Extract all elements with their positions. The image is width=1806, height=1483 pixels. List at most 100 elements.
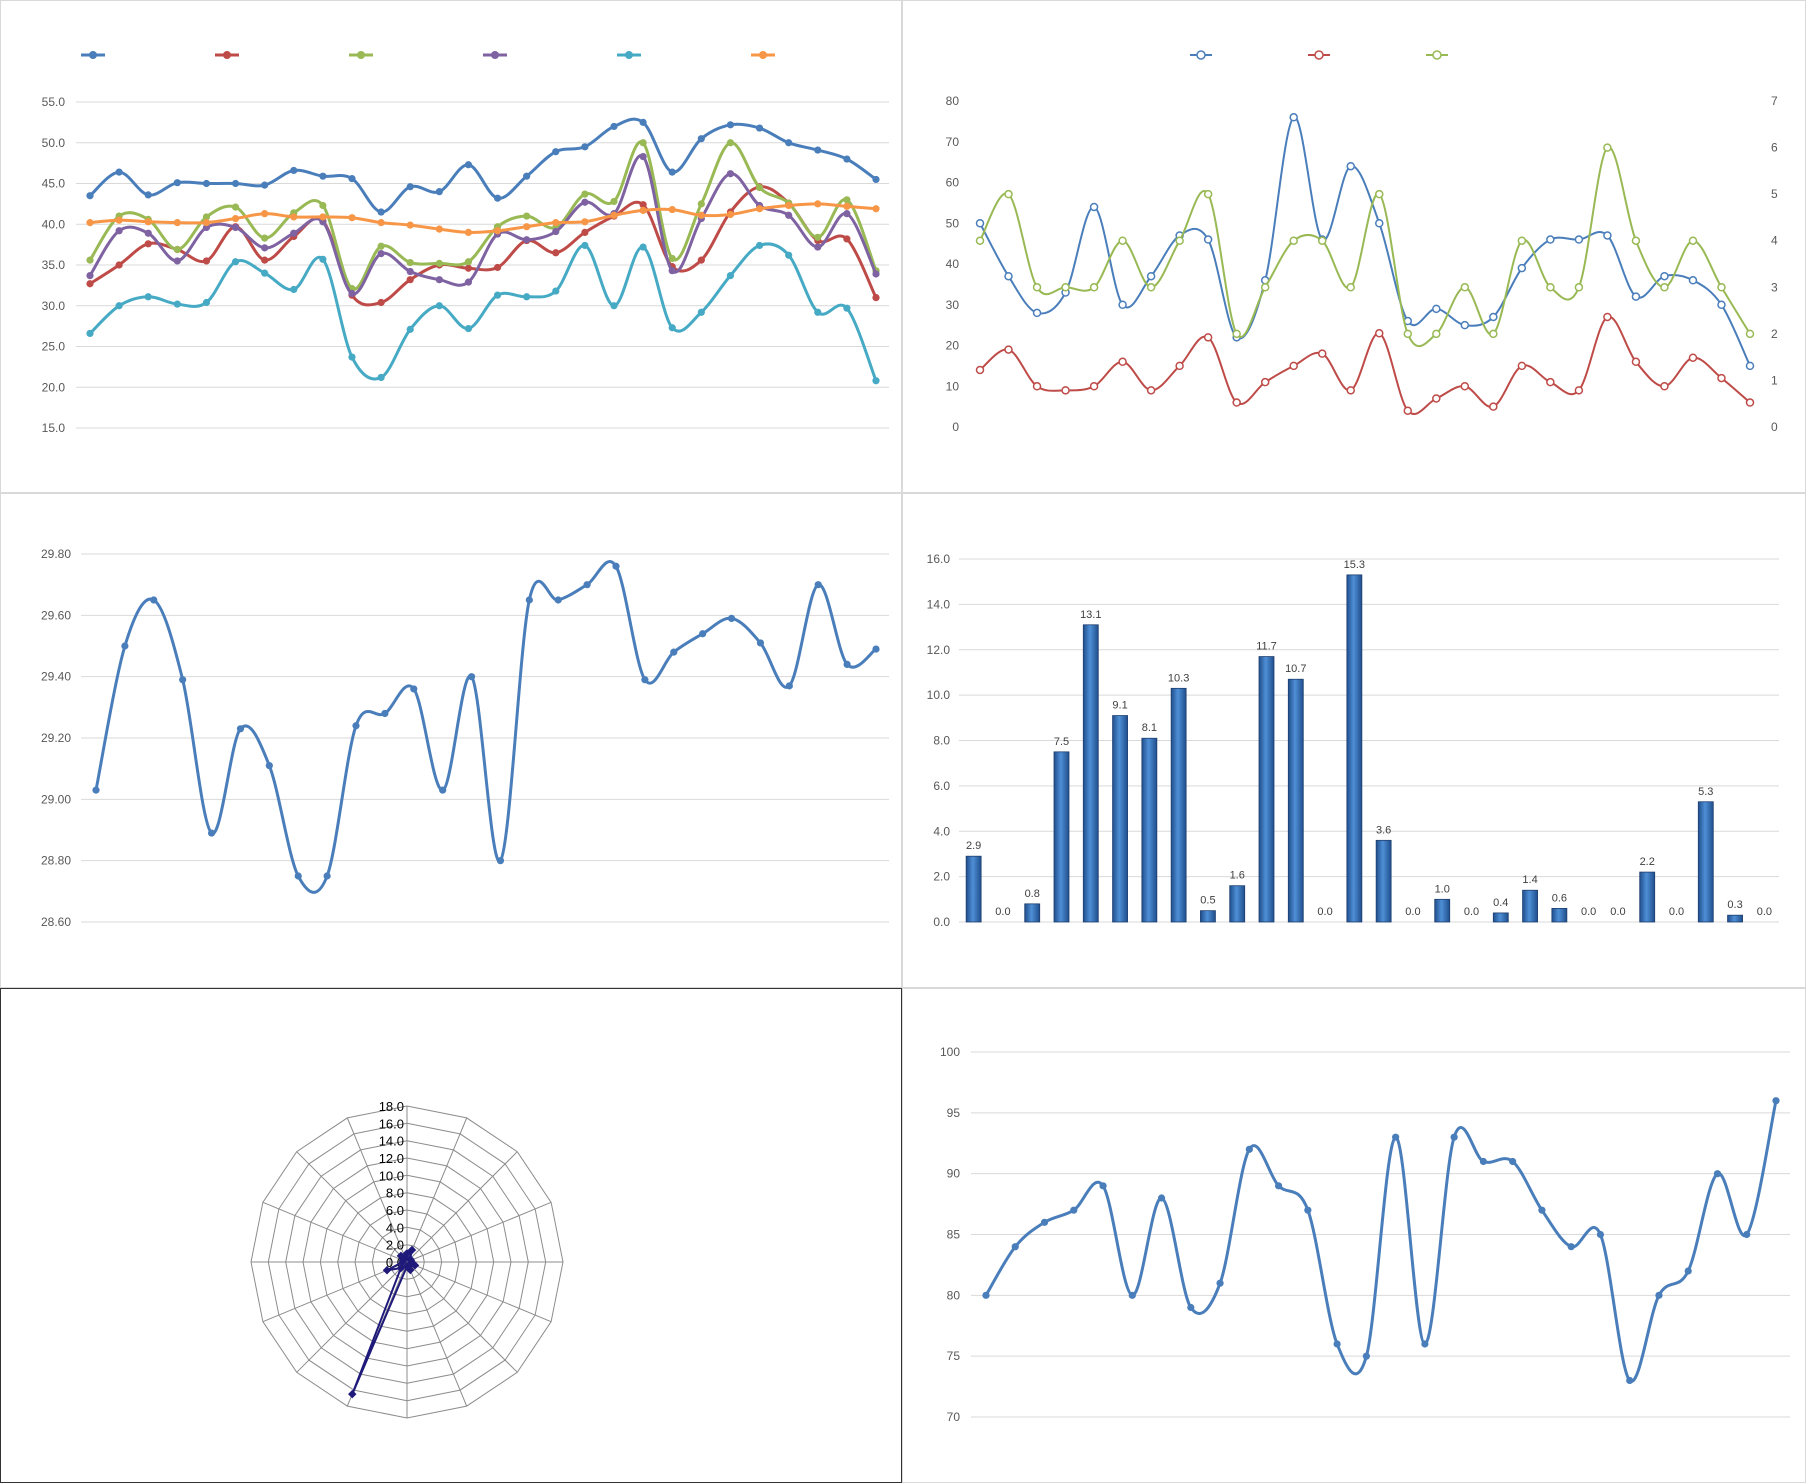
bar: [965, 855, 982, 923]
data-point: [464, 264, 473, 272]
data-label: 8.1: [1142, 722, 1157, 734]
data-point: [290, 166, 298, 175]
data-point: [670, 648, 678, 656]
data-point: [439, 786, 447, 794]
y-tick-label: 0: [952, 420, 959, 434]
data-point: [639, 118, 647, 126]
data-point: [872, 175, 880, 184]
y-tick-label: 10.0: [927, 688, 951, 702]
data-point: [86, 219, 94, 227]
data-point: [464, 258, 473, 266]
bar: [1639, 871, 1656, 923]
data-point: [1346, 161, 1355, 171]
data-point: [610, 197, 618, 206]
data-point: [115, 168, 123, 176]
data-point: [668, 267, 676, 275]
y-tick-label: 80: [946, 94, 960, 108]
data-point: [1203, 189, 1213, 199]
data-point: [179, 676, 187, 684]
bar: [1258, 656, 1275, 923]
data-point: [231, 179, 240, 188]
bar: [1727, 914, 1743, 923]
data-point: [1061, 283, 1070, 292]
data-point: [1684, 1267, 1692, 1275]
data-point: [1004, 271, 1013, 281]
data-point: [1460, 320, 1470, 330]
data-point: [581, 190, 589, 198]
data-point: [435, 259, 443, 267]
legend-marker: [1432, 50, 1442, 60]
bar: [1200, 910, 1216, 923]
bar: [1112, 715, 1128, 923]
data-point: [464, 161, 473, 169]
data-point: [406, 258, 414, 267]
data-point: [552, 219, 560, 227]
bar: [1697, 801, 1714, 923]
radar-spoke: [346, 1117, 408, 1263]
y-tick-label: 85: [947, 1228, 961, 1242]
y2-tick-label: 1: [1771, 373, 1778, 387]
data-point: [435, 276, 443, 284]
data-point: [726, 271, 735, 280]
data-label: 0.0: [1464, 906, 1479, 918]
y2-tick-label: 2: [1771, 327, 1778, 341]
data-point: [377, 298, 385, 307]
bar: [1229, 885, 1246, 923]
data-point: [323, 872, 331, 880]
y-tick-label: 90: [947, 1167, 961, 1181]
data-label: 0.4: [1493, 897, 1508, 909]
data-point: [872, 377, 880, 385]
data-point: [843, 210, 851, 218]
legend-marker: [357, 51, 365, 59]
data-point: [1688, 353, 1698, 362]
barometer-chart: 28.60 28.80 29.00 29.20 29.40 29.60 29.80: [41, 547, 889, 929]
y-tick-label: 30.0: [42, 299, 66, 313]
radar-spoke: [406, 1261, 468, 1407]
data-point: [1546, 235, 1555, 244]
data-point: [726, 210, 735, 219]
series-line-0: [88, 117, 877, 214]
bar: [1287, 678, 1304, 923]
data-point: [982, 1291, 990, 1299]
data-point: [581, 143, 589, 151]
radar-spoke: [262, 1201, 408, 1263]
data-point: [843, 155, 851, 163]
data-point: [639, 206, 647, 214]
series-line-1: [979, 315, 1751, 415]
data-label: 0.0: [1405, 906, 1420, 918]
data-point: [261, 210, 269, 218]
data-label: 10.3: [1168, 672, 1189, 684]
data-point: [236, 725, 245, 733]
data-point: [202, 257, 211, 265]
y-tick-label: 30: [946, 298, 960, 312]
data-point: [1274, 1182, 1283, 1190]
radar-spoke: [406, 1261, 518, 1373]
r-tick-label: 10.0: [379, 1168, 404, 1183]
data-point: [639, 201, 647, 209]
data-point: [86, 280, 94, 288]
data-point: [843, 196, 851, 204]
data-point: [1631, 236, 1641, 245]
data-point: [843, 202, 851, 210]
r-tick-label: 16.0: [379, 1116, 404, 1131]
data-point: [697, 135, 705, 143]
data-point: [1375, 329, 1384, 338]
data-point: [1603, 143, 1612, 152]
series-line-5: [89, 202, 877, 234]
data-point: [1743, 1230, 1751, 1239]
data-point: [261, 269, 269, 277]
radar-spoke: [406, 1261, 552, 1323]
y-tick-label: 25.0: [42, 340, 66, 354]
bar: [1346, 574, 1363, 923]
data-point: [86, 271, 94, 280]
data-point: [377, 373, 385, 382]
humidity-chart-panel: 70 75 80 85 90 95 100: [902, 988, 1806, 1483]
data-point: [785, 251, 793, 259]
data-point: [1346, 283, 1355, 292]
y-tick-label: 100: [940, 1045, 960, 1059]
data-point: [173, 179, 181, 187]
data-point: [1118, 300, 1127, 309]
data-point: [290, 229, 298, 237]
legend-marker: [759, 51, 767, 59]
data-point: [290, 213, 298, 221]
